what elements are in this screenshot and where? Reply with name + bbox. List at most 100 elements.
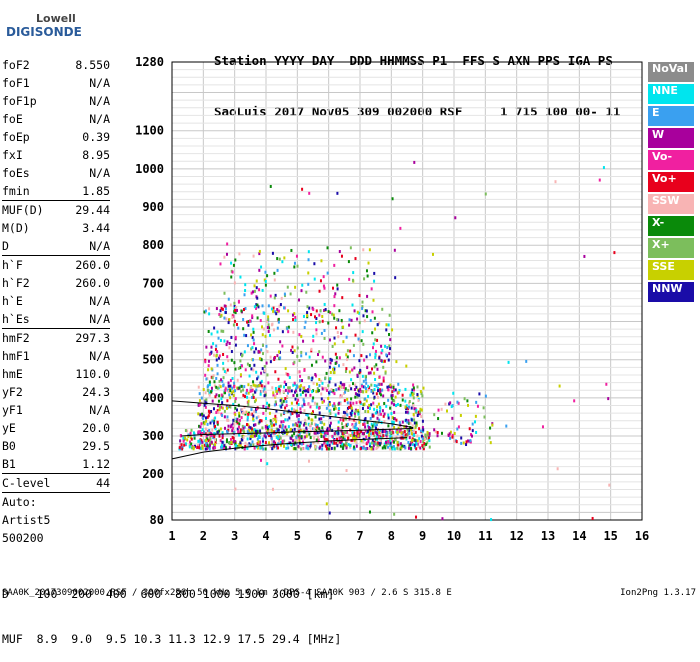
echo-point — [251, 314, 254, 318]
echo-point — [573, 399, 576, 403]
echo-point — [256, 384, 259, 388]
echo-point — [184, 442, 187, 446]
echo-point — [244, 444, 247, 448]
echo-point — [218, 434, 221, 438]
echo-point — [303, 326, 306, 330]
echo-point — [252, 383, 255, 387]
echo-point — [219, 262, 222, 266]
echo-point — [353, 418, 356, 422]
echo-point — [387, 440, 390, 444]
echo-point — [287, 391, 290, 395]
param-value: N/A — [89, 94, 110, 108]
echo-point — [223, 255, 226, 259]
echo-point — [378, 391, 381, 395]
echo-point — [354, 424, 357, 428]
echo-point — [275, 409, 278, 413]
echo-point — [381, 431, 384, 435]
echo-point — [293, 349, 296, 353]
echo-point — [339, 418, 342, 422]
echo-point — [256, 430, 259, 434]
echo-point — [225, 406, 228, 410]
echo-point — [457, 425, 460, 429]
echo-point — [284, 367, 287, 371]
echo-point — [253, 342, 256, 346]
logo-line1: Lowell — [36, 12, 76, 25]
echo-point — [370, 287, 373, 291]
echo-point — [232, 430, 235, 434]
echo-point — [289, 427, 292, 431]
echo-point — [263, 385, 266, 389]
echo-point — [319, 279, 322, 283]
echo-point — [353, 366, 356, 370]
echo-point — [258, 288, 261, 292]
echo-point — [298, 298, 301, 302]
echo-point — [307, 416, 310, 420]
echo-point — [267, 323, 270, 327]
echo-point — [230, 335, 233, 339]
echo-point — [298, 385, 301, 389]
echo-point — [366, 294, 369, 298]
echo-point — [391, 447, 394, 451]
echo-point — [440, 407, 443, 411]
echo-point — [417, 410, 420, 414]
echo-point — [224, 445, 227, 449]
echo-point — [434, 430, 437, 434]
echo-point — [218, 408, 221, 412]
echo-point — [310, 412, 313, 416]
echo-point — [333, 304, 336, 308]
echo-point — [336, 287, 339, 291]
echo-point — [230, 358, 233, 362]
echo-point — [376, 443, 379, 447]
echo-point — [376, 395, 379, 399]
echo-point — [283, 256, 286, 260]
echo-point — [360, 354, 363, 358]
echo-point — [190, 446, 193, 450]
echo-point — [372, 444, 375, 448]
echo-point — [207, 414, 210, 418]
echo-point — [385, 353, 388, 357]
echo-point — [204, 405, 207, 409]
param-name: h`F2 — [2, 276, 30, 290]
echo-point — [366, 441, 369, 445]
echo-point — [284, 418, 287, 422]
echo-point — [415, 442, 418, 446]
echo-point — [230, 275, 233, 279]
param-value: 29.44 — [75, 203, 110, 217]
echo-point — [379, 389, 382, 393]
echo-point — [341, 425, 344, 429]
echo-point — [349, 404, 352, 408]
echo-point — [340, 318, 343, 322]
echo-point — [453, 431, 456, 435]
echo-point — [242, 388, 245, 392]
echo-point — [310, 313, 313, 317]
echo-point — [484, 192, 487, 196]
echo-point — [250, 367, 253, 371]
param-row: yE 20.0 — [2, 419, 110, 437]
echo-point — [206, 415, 209, 419]
echo-point — [234, 406, 237, 410]
echo-point — [307, 282, 310, 286]
echo-point — [447, 433, 450, 437]
echo-point — [334, 361, 337, 365]
echo-point — [310, 349, 313, 353]
echo-point — [214, 395, 217, 399]
x-tick-label: 7 — [356, 529, 363, 543]
echo-point — [254, 398, 257, 402]
echo-point — [253, 363, 256, 367]
echo-point — [351, 408, 354, 412]
echo-point — [363, 358, 366, 362]
echo-point — [298, 432, 301, 436]
echo-point — [348, 405, 351, 409]
echo-point — [323, 422, 326, 426]
echo-point — [426, 430, 429, 434]
echo-point — [294, 423, 297, 427]
echo-point — [363, 402, 366, 406]
echo-point — [348, 323, 351, 327]
echo-point — [264, 435, 267, 439]
echo-point — [309, 405, 312, 409]
echo-point — [465, 440, 468, 444]
echo-point — [367, 433, 370, 437]
echo-point — [179, 439, 182, 443]
echo-point — [331, 441, 334, 445]
echo-point — [277, 389, 280, 393]
